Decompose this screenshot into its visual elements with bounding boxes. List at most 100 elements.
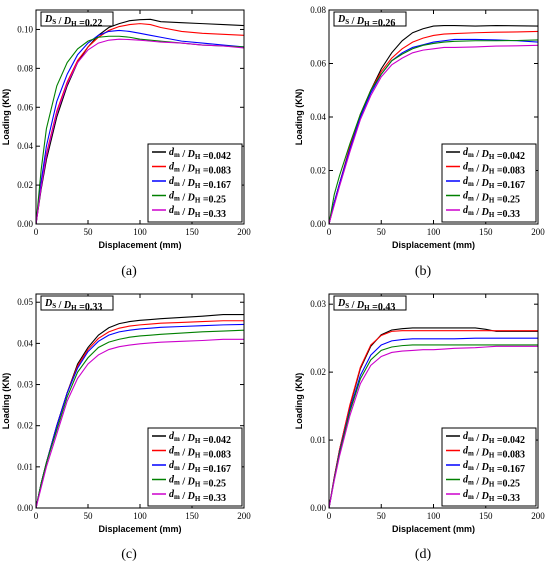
x-tick-label: 50 bbox=[84, 511, 94, 521]
legend-entry: dm / DH =0.083 bbox=[463, 162, 525, 177]
y-tick-label: 0.04 bbox=[17, 338, 33, 348]
x-axis-label: Displacement (mm) bbox=[392, 240, 475, 250]
y-tick-label: 0.04 bbox=[310, 112, 326, 122]
y-tick-label: 0.01 bbox=[310, 435, 326, 445]
series-line-4 bbox=[35, 329, 245, 509]
y-tick-label: 0.01 bbox=[17, 462, 33, 472]
legend-box bbox=[147, 427, 243, 507]
chart-panel-4: 0 50 100 150 200 0.00 0.01 0.02 0.03 Displacement… bbox=[294, 293, 545, 534]
annotation-text: DS / DH =0.22 bbox=[44, 14, 102, 29]
x-tick-label: 0 bbox=[34, 511, 39, 521]
series-line-5 bbox=[328, 44, 539, 225]
series-line-4 bbox=[328, 39, 539, 225]
legend-entry: dm / DH =0.33 bbox=[169, 489, 226, 504]
series-line-2 bbox=[328, 330, 538, 509]
x-tick-label: 0 bbox=[327, 511, 332, 521]
annotation-box bbox=[333, 295, 407, 311]
legend-entry: dm / DH =0.33 bbox=[463, 489, 520, 504]
series-line-5 bbox=[35, 38, 245, 225]
series-line-5 bbox=[328, 345, 538, 509]
y-tick-label: 0.02 bbox=[17, 421, 33, 431]
legend-entry: dm / DH =0.042 bbox=[169, 431, 231, 446]
annotation-text: DS / DH =0.43 bbox=[337, 298, 395, 313]
chart-panel-1: 0 50 100 150 200 0.00 0.02 0.04 0.06 0.08 0.10 Disp… bbox=[1, 9, 251, 250]
annotation-box bbox=[40, 11, 114, 27]
annotation-box bbox=[333, 11, 407, 27]
x-axis-label: Displacement (mm) bbox=[98, 240, 181, 250]
panel-label: (b) bbox=[415, 264, 432, 279]
legend-entry: dm / DH =0.33 bbox=[169, 205, 226, 220]
x-tick-label: 200 bbox=[237, 511, 251, 521]
y-tick-label: 0.00 bbox=[310, 503, 326, 513]
legend-entry: dm / DH =0.33 bbox=[463, 205, 520, 220]
series-line-5 bbox=[35, 338, 244, 509]
y-tick-label: 0.03 bbox=[17, 380, 33, 390]
series-line-4 bbox=[328, 344, 538, 509]
chart-panel-2: 0 50 100 150 200 0.00 0.02 0.04 0.06 0.08 Displace… bbox=[294, 5, 545, 250]
y-tick-label: 0.08 bbox=[17, 63, 33, 73]
y-tick-label: 0.06 bbox=[17, 102, 33, 112]
y-axis-label: Loading (KN) bbox=[294, 89, 304, 146]
chart-panel-3: 0 50 100 150 200 0.00 0.01 0.02 0.03 0.04 0.05 Disp… bbox=[1, 293, 251, 534]
series-group bbox=[328, 327, 538, 509]
legend-entry: dm / DH =0.042 bbox=[463, 147, 525, 162]
x-tick-label: 0 bbox=[327, 227, 332, 237]
x-tick-label: 50 bbox=[377, 511, 387, 521]
legend-entry: dm / DH =0.167 bbox=[463, 176, 525, 191]
y-tick-label: 0.02 bbox=[310, 367, 326, 377]
legend-box bbox=[441, 427, 537, 507]
y-tick-label: 0.00 bbox=[310, 219, 326, 229]
legend-entry: dm / DH =0.25 bbox=[463, 191, 520, 206]
y-tick-label: 0.02 bbox=[17, 180, 33, 190]
y-tick-label: 0.10 bbox=[17, 24, 33, 34]
legend-entry: dm / DH =0.167 bbox=[169, 460, 231, 475]
series-line-3 bbox=[35, 323, 245, 509]
y-axis-label: Loading (KN) bbox=[294, 373, 304, 430]
x-tick-label: 100 bbox=[427, 227, 441, 237]
x-tick-label: 200 bbox=[531, 227, 545, 237]
ds-dh-annotation: DS / DH =0.22 bbox=[40, 11, 114, 29]
annotation-text: DS / DH =0.26 bbox=[337, 14, 395, 29]
legend-entry: dm / DH =0.25 bbox=[463, 475, 520, 490]
panel-label: (d) bbox=[415, 547, 432, 562]
ds-dh-annotation: DS / DH =0.26 bbox=[333, 11, 407, 29]
ds-dh-annotation: DS / DH =0.33 bbox=[40, 295, 114, 313]
x-tick-label: 50 bbox=[377, 227, 387, 237]
x-tick-label: 100 bbox=[427, 511, 441, 521]
legend-entry: dm / DH =0.083 bbox=[169, 446, 231, 461]
y-axis-label: Loading (KN) bbox=[1, 89, 11, 146]
legend-entry: dm / DH =0.167 bbox=[463, 460, 525, 475]
x-tick-label: 100 bbox=[133, 227, 147, 237]
annotation-box bbox=[40, 295, 114, 311]
legend-entry: dm / DH =0.25 bbox=[169, 191, 226, 206]
x-tick-label: 150 bbox=[185, 227, 199, 237]
legend-entry: dm / DH =0.167 bbox=[169, 176, 231, 191]
x-tick-label: 0 bbox=[34, 227, 39, 237]
x-tick-label: 100 bbox=[133, 511, 147, 521]
y-tick-label: 0.00 bbox=[17, 219, 33, 229]
x-axis-label: Displacement (mm) bbox=[392, 524, 475, 534]
y-tick-label: 0.08 bbox=[310, 5, 326, 15]
series-group bbox=[35, 314, 245, 509]
series-line-3 bbox=[328, 337, 538, 509]
y-tick-label: 0.00 bbox=[17, 503, 33, 513]
legend-entry: dm / DH =0.083 bbox=[169, 162, 231, 177]
legend-entry: dm / DH =0.042 bbox=[169, 147, 231, 162]
legend-entry: dm / DH =0.083 bbox=[463, 446, 525, 461]
legend-box bbox=[147, 143, 243, 223]
series-line-2 bbox=[328, 30, 539, 225]
panel-label: (a) bbox=[121, 264, 137, 279]
y-tick-label: 0.02 bbox=[310, 166, 326, 176]
x-tick-label: 150 bbox=[479, 227, 493, 237]
annotation-text: DS / DH =0.33 bbox=[44, 298, 102, 313]
x-tick-label: 150 bbox=[185, 511, 199, 521]
series-group bbox=[35, 18, 245, 225]
legend-entry: dm / DH =0.042 bbox=[463, 431, 525, 446]
series-line-3 bbox=[328, 38, 539, 225]
x-tick-label: 200 bbox=[237, 227, 251, 237]
y-tick-label: 0.06 bbox=[310, 59, 326, 69]
